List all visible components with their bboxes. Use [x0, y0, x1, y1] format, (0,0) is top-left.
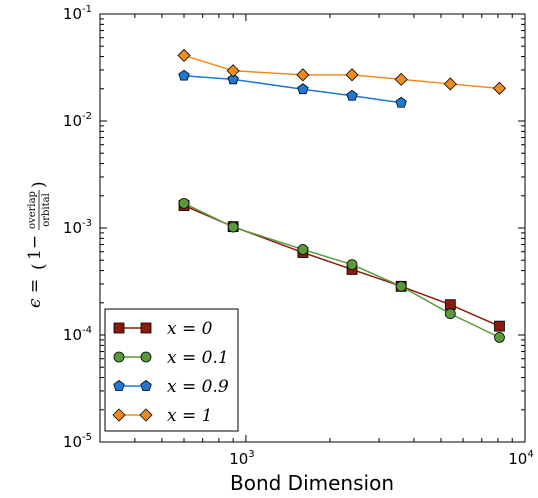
- data-point: [494, 320, 505, 332]
- legend-item: x = 0.9: [113, 377, 229, 397]
- legend-label: x = 0: [167, 319, 213, 339]
- legend-label: x = 0.9: [167, 377, 229, 397]
- legend: x = 0 x = 0.1 x = 0.9 x = 1: [104, 308, 239, 432]
- y-axis-title-denominator: orbital: [41, 193, 52, 227]
- data-point: [346, 259, 358, 270]
- y-axis-title-numerator: overlap: [27, 191, 38, 229]
- data-point: [492, 81, 507, 95]
- series-2: [178, 69, 407, 108]
- x-tick-label: 103: [229, 449, 254, 468]
- y-tick-label: 10-3: [63, 218, 92, 237]
- data-point: [444, 299, 456, 311]
- legend-marker: [113, 380, 125, 391]
- data-point: [226, 64, 240, 78]
- x-tick-label: 104: [508, 449, 533, 468]
- data-point: [296, 68, 310, 82]
- y-axis-title-one-minus: 1−: [25, 235, 45, 260]
- legend-marker: [140, 380, 152, 391]
- x-axis-title: Bond Dimension: [230, 471, 394, 495]
- y-tick-label: 10-4: [63, 325, 92, 344]
- legend-marker: [112, 408, 126, 422]
- y-axis-title-lhs: ϵ =: [25, 279, 45, 308]
- legend-box: [104, 308, 239, 432]
- ticks: 10-1 10-2 10-3 10-4 10-5 103 104: [63, 4, 534, 468]
- y-axis-title-paren-left: (: [29, 263, 49, 270]
- legend-marker: [113, 351, 125, 363]
- y-axis-title: ϵ = ( 1− overlap orbital ): [25, 181, 52, 308]
- y-axis-title-paren-right: ): [29, 181, 49, 188]
- legend-marker: [113, 322, 125, 334]
- series-3: [177, 48, 507, 95]
- y-tick-label: 10-2: [63, 111, 92, 130]
- legend-items: x = 0 x = 0.1 x = 0.9 x = 1: [112, 319, 229, 426]
- data-point: [345, 68, 359, 82]
- data-point: [177, 48, 191, 62]
- data-point: [494, 331, 505, 343]
- data-point: [227, 73, 239, 85]
- data-point: [395, 280, 407, 292]
- data-point: [297, 244, 309, 255]
- legend-item: x = 0: [113, 319, 213, 339]
- legend-marker: [139, 408, 153, 422]
- legend-item: x = 0.1: [113, 348, 229, 368]
- data-point: [394, 72, 408, 86]
- series-1: [178, 197, 505, 343]
- data-point: [178, 69, 190, 81]
- legend-label: x = 0.1: [167, 348, 229, 368]
- data-point: [178, 197, 190, 209]
- series-line: [183, 74, 402, 104]
- y-tick-label: 10-1: [63, 4, 92, 23]
- data-point: [444, 308, 456, 320]
- data-point: [395, 96, 407, 108]
- data-point: [346, 89, 358, 101]
- data-point: [297, 83, 309, 95]
- data-point: [227, 221, 239, 233]
- legend-label: x = 1: [167, 406, 212, 426]
- y-tick-label: 10-5: [63, 432, 92, 451]
- series: [177, 48, 507, 343]
- legend-marker: [140, 351, 152, 363]
- data-point: [443, 77, 457, 91]
- legend-item: x = 1: [112, 406, 212, 426]
- legend-marker: [140, 322, 152, 334]
